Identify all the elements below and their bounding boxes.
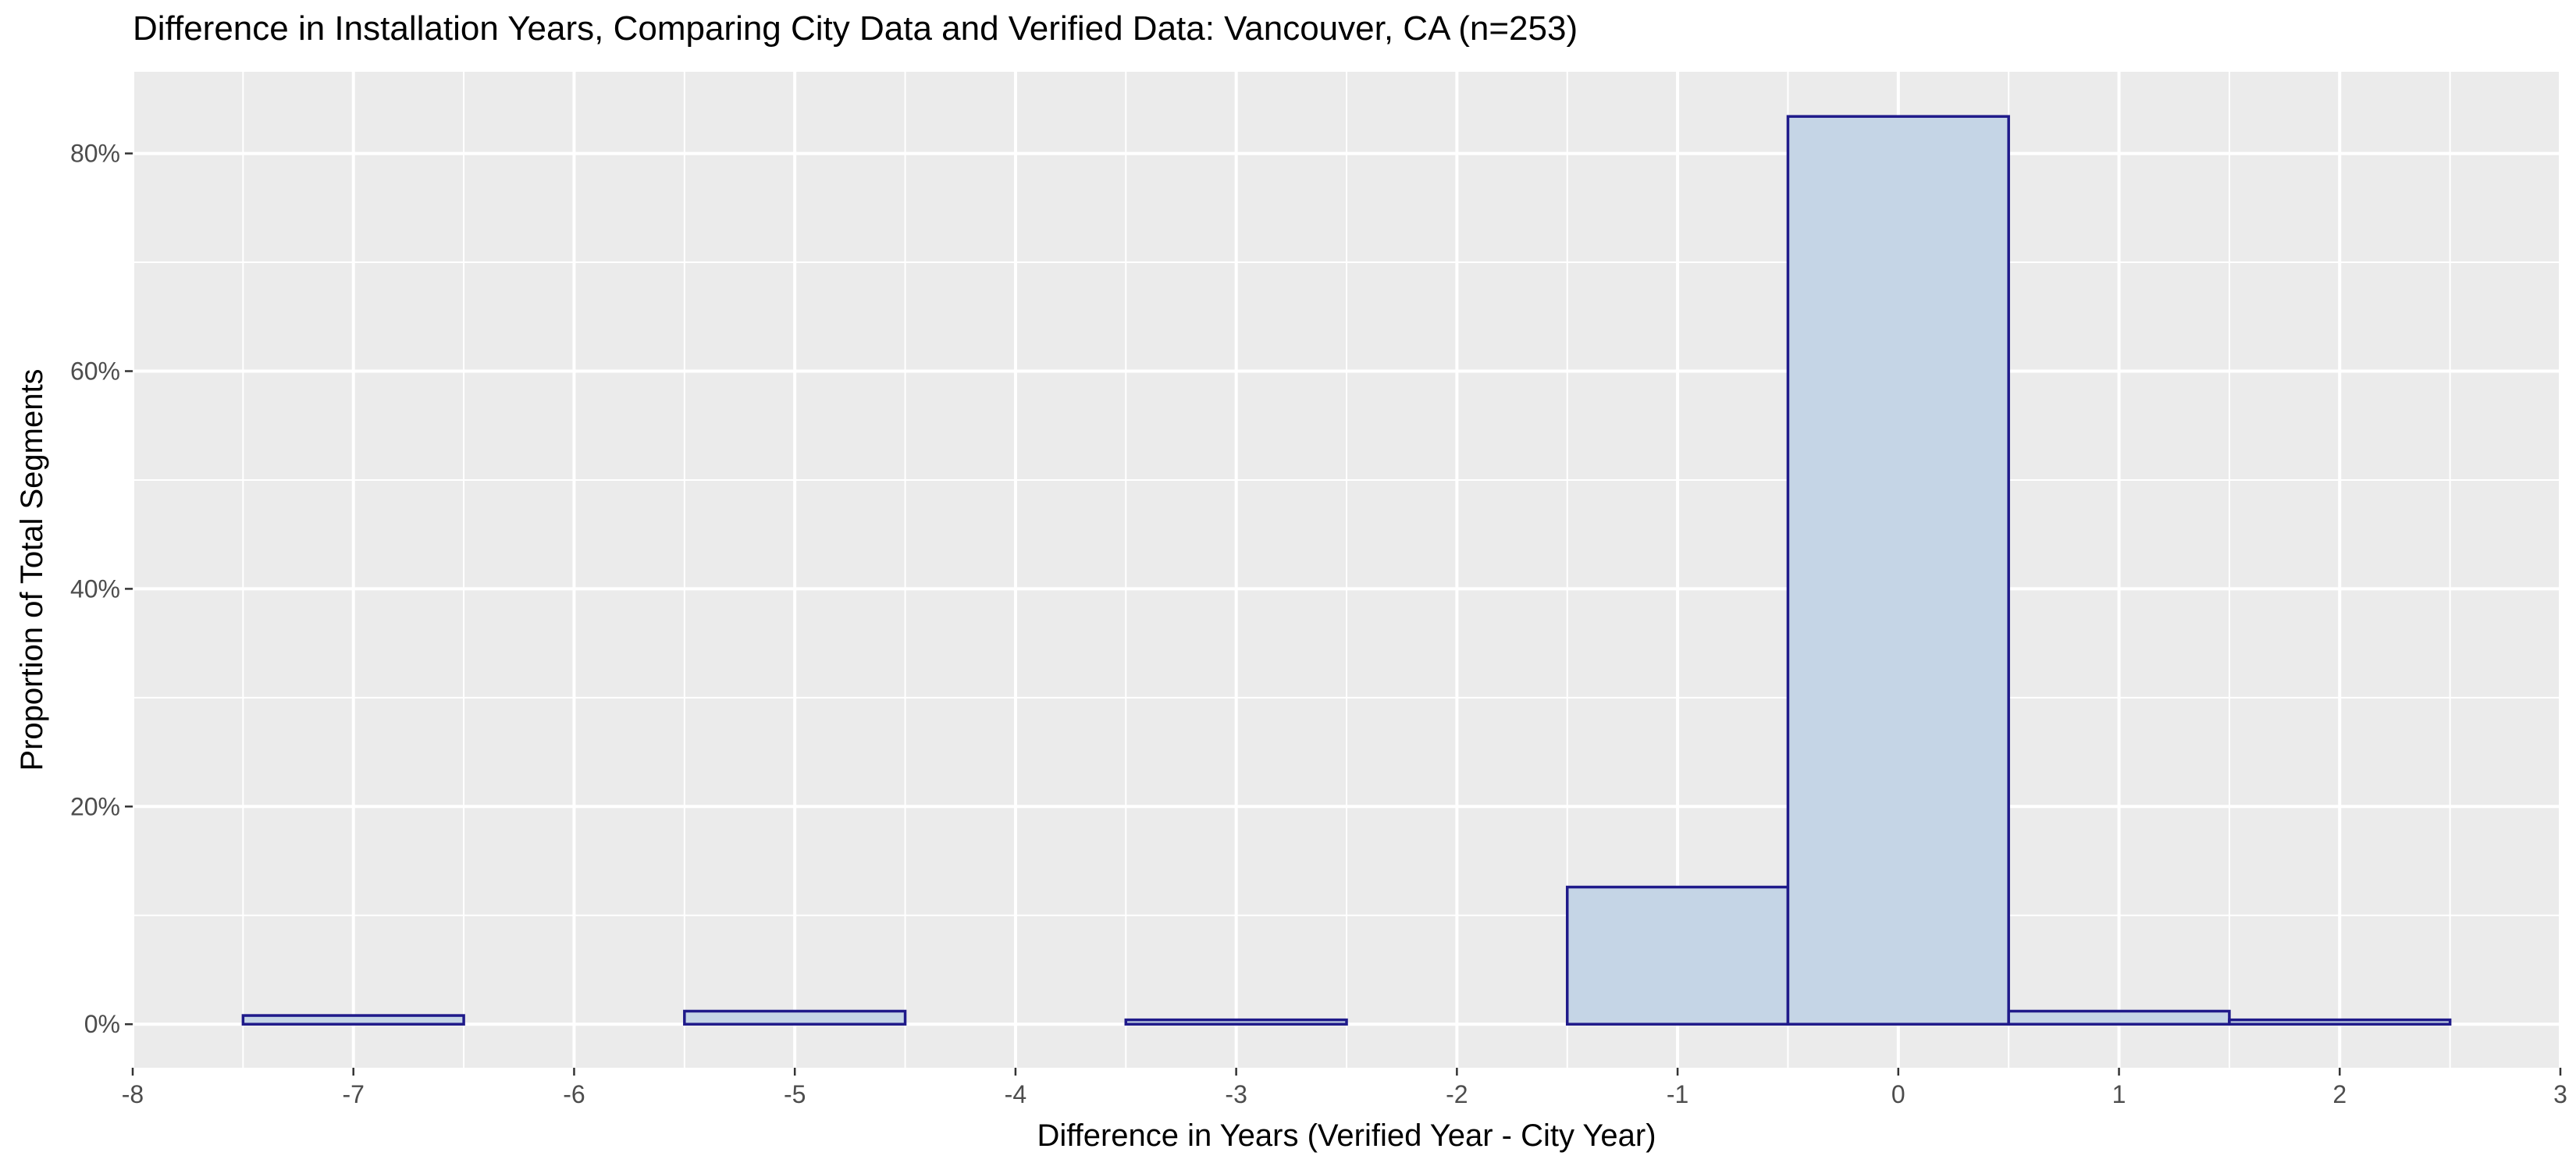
x-tick-label: 1 [2112,1080,2126,1108]
x-tick-label: 0 [1891,1080,1905,1108]
histogram-bar [1565,885,1790,1026]
x-tick-label: 3 [2553,1080,2567,1108]
x-tick-label: -2 [1446,1080,1468,1108]
x-tick-label: -3 [1225,1080,1247,1108]
chart-title: Difference in Installation Years, Compar… [133,9,1578,48]
y-tick-label: 60% [70,357,120,385]
histogram-bar [1124,1018,1348,1026]
x-tick-label: -4 [1005,1080,1026,1108]
x-tick-label: -8 [122,1080,144,1108]
histogram-bar [2007,1009,2231,1026]
x-tick-label: -6 [563,1080,585,1108]
x-tick-label: 2 [2332,1080,2347,1108]
x-axis-title: Difference in Years (Verified Year - Cit… [1037,1118,1656,1153]
x-tick-label: -7 [343,1080,365,1108]
y-axis-ticks: 0% 20% 40% 60% 80% [70,140,133,1038]
histogram-bar [683,1009,907,1026]
y-tick-label: 80% [70,140,120,168]
x-axis-ticks: -8 -7 -6 -5 -4 -3 -2 -1 0 1 2 3 [122,1068,2567,1108]
histogram-bar [2228,1018,2452,1026]
y-tick-label: 0% [84,1010,120,1038]
histogram-bars [241,115,2452,1026]
x-tick-label: -1 [1667,1080,1688,1108]
y-tick-label: 40% [70,574,120,603]
y-axis-title: Proportion of Total Segments [15,368,49,770]
x-tick-label: -5 [784,1080,806,1108]
histogram-bar [1786,115,2010,1026]
y-tick-label: 20% [70,792,120,820]
histogram-bar [241,1014,465,1026]
